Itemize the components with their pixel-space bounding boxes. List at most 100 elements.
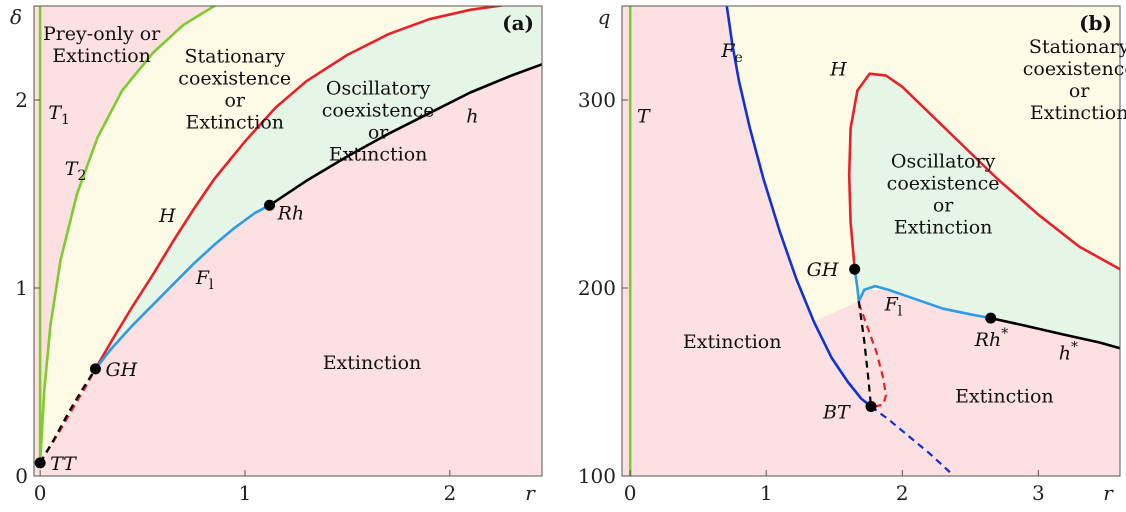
point-marker bbox=[89, 363, 101, 375]
curve-label-main: F bbox=[720, 40, 735, 62]
region-label: Prey-only or Extinction bbox=[43, 23, 161, 67]
region-label: Extinction bbox=[323, 352, 422, 374]
region-label-line: Extinction bbox=[1030, 102, 1126, 124]
curve-hstar bbox=[990, 316, 1120, 350]
region-label-line: or bbox=[368, 121, 389, 143]
region-label: Oscillatory coexistence or Extinction bbox=[887, 151, 1000, 239]
point-label-main: TT bbox=[50, 453, 77, 475]
region-label-line: Extinction bbox=[185, 111, 284, 133]
point-label: Rh bbox=[277, 202, 305, 224]
curve-label: h bbox=[466, 106, 478, 128]
y-tick-label: 2 bbox=[15, 88, 28, 112]
curve-label-sup: * bbox=[1071, 339, 1078, 355]
plot-frame bbox=[621, 5, 1121, 477]
plot-frame bbox=[33, 5, 543, 477]
curve-label-main: H bbox=[829, 59, 847, 81]
region-label-line: Extinction bbox=[955, 386, 1054, 408]
point-label-main: GH bbox=[105, 359, 137, 381]
region-label-line: or bbox=[224, 89, 245, 111]
point-label: TT bbox=[50, 453, 77, 475]
curve-h bbox=[268, 63, 542, 207]
x-tick-label: 3 bbox=[1032, 481, 1045, 505]
x-tick-label: 1 bbox=[239, 481, 252, 505]
curve-h bbox=[94, 6, 508, 370]
curve-fe-dashed bbox=[870, 405, 951, 474]
region-label-line: Extinction bbox=[894, 217, 993, 239]
region-label-line: Extinction bbox=[683, 331, 782, 353]
point-marker bbox=[264, 199, 276, 211]
y-tick-label: 300 bbox=[578, 88, 616, 112]
region-label: Stationary coexistence or Extinction bbox=[1023, 36, 1126, 124]
curve-label-main: F bbox=[195, 267, 210, 289]
curve-h bbox=[847, 72, 1120, 271]
y-axis-label: δ bbox=[10, 5, 22, 29]
region-label-line: Extinction bbox=[323, 352, 422, 374]
point-label: GH bbox=[807, 259, 839, 281]
curve-h-dashed bbox=[39, 368, 97, 464]
curve-label-sub: 1 bbox=[61, 112, 70, 128]
curve-h-dashed bbox=[39, 368, 97, 464]
region-label-line: Stationary bbox=[1029, 36, 1126, 58]
x-tick-label: 2 bbox=[443, 481, 456, 505]
region-label-line: coexistence bbox=[322, 99, 435, 121]
curve-label-main: T bbox=[65, 158, 79, 180]
curve-label: T bbox=[637, 106, 651, 128]
curve-label: T1 bbox=[48, 102, 70, 128]
point-label-main: BT bbox=[822, 401, 851, 423]
plot-area bbox=[622, 6, 1120, 476]
curve-fl bbox=[853, 269, 991, 320]
region-label: Oscillatory coexistence or Extinction bbox=[322, 77, 435, 165]
region-label-line: Extinction bbox=[329, 143, 428, 165]
region-label-line: Stationary bbox=[184, 45, 285, 67]
point-label-main: Rh bbox=[277, 202, 305, 224]
region-label-line: coexistence bbox=[887, 173, 1000, 195]
point-marker bbox=[849, 263, 861, 275]
point-marker bbox=[865, 400, 877, 412]
curve-label: H bbox=[829, 59, 847, 81]
curve-label-main: h bbox=[1059, 342, 1071, 364]
curve-fl bbox=[94, 204, 271, 370]
region-label: Stationary coexistence or Extinction bbox=[178, 45, 291, 133]
panel-label: (b) bbox=[1079, 11, 1112, 35]
curve-label: h* bbox=[1059, 339, 1078, 364]
point-label-main: Rh bbox=[974, 329, 1002, 351]
point-label-main: GH bbox=[807, 259, 839, 281]
plot-area bbox=[34, 6, 542, 476]
curve-t2 bbox=[38, 6, 219, 463]
region-label-line: or bbox=[1069, 80, 1090, 102]
curve-label-sub: l bbox=[209, 277, 214, 293]
x-tick-label: 0 bbox=[34, 481, 47, 505]
curve-label-main: H bbox=[158, 205, 176, 227]
curve-label: Fe bbox=[720, 40, 742, 66]
point-marker bbox=[985, 312, 997, 324]
curve-label-main: T bbox=[637, 106, 651, 128]
point-label: BT bbox=[822, 401, 851, 423]
curve-label-main: T bbox=[48, 102, 62, 124]
y-tick-label: 1 bbox=[15, 276, 28, 300]
region-label-line: Extinction bbox=[52, 45, 151, 67]
curve-label-sub: e bbox=[735, 50, 743, 66]
curve-label: H bbox=[158, 205, 176, 227]
curve-label-main: F bbox=[884, 294, 899, 316]
region-label: Extinction bbox=[683, 331, 782, 353]
x-axis-label: r bbox=[1103, 481, 1114, 505]
region-label-line: coexistence bbox=[178, 67, 291, 89]
region-label-line: or bbox=[933, 195, 954, 217]
point-marker bbox=[34, 457, 46, 469]
x-tick-label: 0 bbox=[624, 481, 637, 505]
point-label: GH bbox=[105, 359, 137, 381]
region-label-line: Oscillatory bbox=[326, 77, 431, 99]
curve-h-dashed bbox=[857, 302, 888, 408]
curve-label: T2 bbox=[65, 158, 87, 184]
point-label-sup: * bbox=[1001, 326, 1008, 342]
y-axis-label: q bbox=[598, 5, 611, 29]
curve-label: Fl bbox=[884, 294, 903, 320]
curve-fe bbox=[725, 6, 872, 408]
curve-label-sub: 2 bbox=[77, 168, 86, 184]
point-label: Rh* bbox=[974, 326, 1009, 351]
panel-label: (a) bbox=[502, 11, 534, 35]
curve-label: Fl bbox=[195, 267, 214, 293]
